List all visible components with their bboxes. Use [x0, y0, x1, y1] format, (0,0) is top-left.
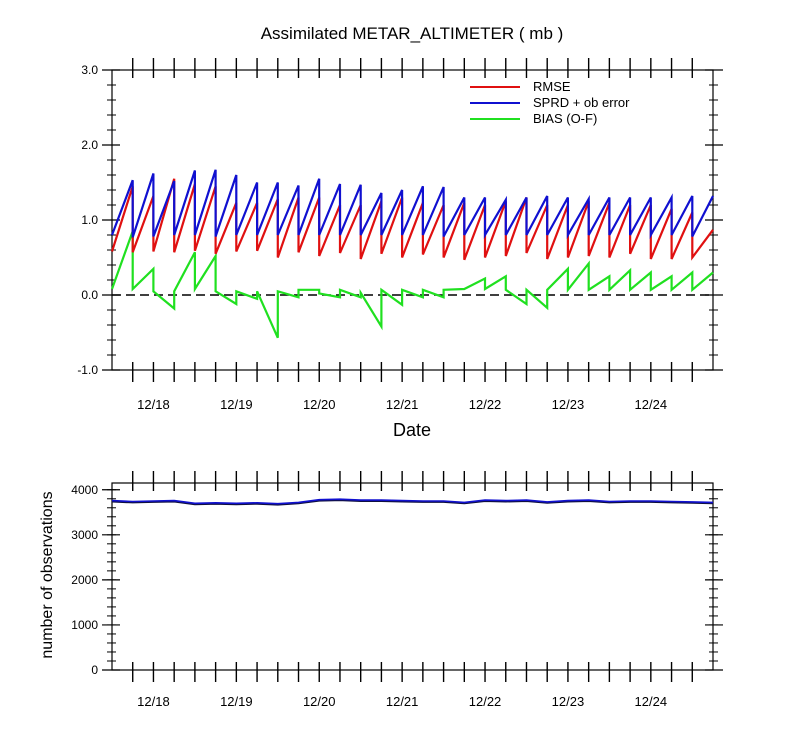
obs-y-axis-label: number of observations — [39, 491, 56, 658]
top-plot-frame — [111, 69, 714, 371]
top-x-tick-label: 12/20 — [303, 397, 336, 412]
bottom-x-tick-label: 12/23 — [552, 694, 585, 709]
bottom-x-tick-label: 12/24 — [635, 694, 668, 709]
sprd-ob-error-line — [110, 169, 714, 240]
top-x-tick-label: 12/19 — [220, 397, 253, 412]
legend-label-sprd-ob-error-line: SPRD + ob error — [533, 95, 630, 110]
top-y-tick-label: 1.0 — [81, 213, 98, 227]
legend-label-bias-line: BIAS (O-F) — [533, 111, 597, 126]
bottom-y-tick-label: 2000 — [71, 573, 98, 587]
top-y-tick-label: 3.0 — [81, 63, 98, 77]
bottom-x-tick-label: 12/19 — [220, 694, 253, 709]
top-x-tick-label: 12/22 — [469, 397, 502, 412]
top-x-tick-label: 12/21 — [386, 397, 419, 412]
top-x-tick-label: 12/23 — [552, 397, 585, 412]
top-chart: -1.0 0.0 1.0 2.0 3.0 12/18 12/19 12/20 12/21 12/2… — [77, 58, 723, 412]
bottom-y-tick-label: 1000 — [71, 618, 98, 632]
bottom-y-tick-label: 0 — [91, 663, 98, 677]
legend-label-rmse-line: RMSE — [533, 79, 571, 94]
bottom-y-tick-label: 3000 — [71, 528, 98, 542]
bottom-x-tick-label: 12/21 — [386, 694, 419, 709]
bottom-plot-frame — [111, 482, 714, 671]
bottom-x-tick-label: 12/18 — [137, 694, 170, 709]
top-y-tick-label: 0.0 — [81, 288, 98, 302]
bias-line — [110, 230, 714, 339]
x-axis-label: Date — [393, 420, 431, 440]
bottom-y-tick-label: 4000 — [71, 483, 98, 497]
bottom-chart: 0 1000 2000 3000 4000 12/18 12/19 12/20 12/21 12/… — [71, 471, 723, 709]
observations-line — [111, 498, 714, 505]
top-y-tick-label: -1.0 — [77, 363, 98, 377]
top-x-tick-label: 12/24 — [635, 397, 668, 412]
chart-title: Assimilated METAR_ALTIMETER ( mb ) — [261, 24, 564, 43]
top-x-tick-label: 12/18 — [137, 397, 170, 412]
top-y-tick-label: 2.0 — [81, 138, 98, 152]
bottom-x-tick-label: 12/20 — [303, 694, 336, 709]
rmse-line — [110, 178, 714, 261]
bottom-x-tick-label: 12/22 — [469, 694, 502, 709]
